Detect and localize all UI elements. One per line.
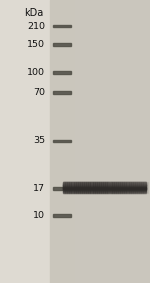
Bar [135,182,137,193]
Bar [50,0,150,283]
Text: 70: 70 [33,88,45,97]
Bar [53,140,70,142]
Bar [63,182,146,183]
Bar [146,182,148,193]
Bar [139,182,141,193]
Bar [74,182,76,193]
Bar [107,182,110,193]
Bar [53,71,70,74]
Bar [131,182,133,193]
Text: 210: 210 [27,22,45,31]
Text: 100: 100 [27,68,45,77]
Bar [63,190,146,191]
Bar [116,182,118,193]
Bar [105,182,107,193]
Bar [63,188,146,189]
Bar [67,182,69,193]
Bar [86,182,88,193]
Bar [76,182,78,193]
Bar [101,182,103,193]
Bar [63,187,146,188]
Bar [103,182,105,193]
Text: 150: 150 [27,40,45,49]
Bar [63,191,146,192]
Text: 35: 35 [33,136,45,145]
Bar [63,188,146,189]
Bar [63,192,146,193]
Bar [63,186,146,187]
Bar [63,182,65,193]
Bar [90,182,93,193]
Bar [69,182,71,193]
Bar [137,182,139,193]
Bar [63,187,146,188]
Bar [63,189,146,190]
Bar [133,182,135,193]
Bar [63,190,146,191]
Bar [53,25,70,27]
Bar [84,182,86,193]
Bar [53,187,70,190]
Bar [129,182,131,193]
Bar [112,182,114,193]
Text: kDa: kDa [24,8,44,18]
Bar [63,186,146,187]
Bar [63,182,146,183]
Bar [63,184,146,185]
Bar [53,43,70,46]
Text: 10: 10 [33,211,45,220]
Bar [63,181,146,182]
Text: 17: 17 [33,184,45,193]
Bar [53,91,70,94]
Bar [63,185,146,186]
Bar [95,182,97,193]
Bar [122,182,124,193]
Bar [118,182,120,193]
Bar [93,182,95,193]
Bar [97,182,99,193]
Bar [63,189,146,190]
Bar [80,182,82,193]
Bar [120,182,122,193]
Bar [99,182,101,193]
Bar [75,0,150,283]
Bar [53,214,70,217]
Bar [82,182,84,193]
Bar [110,182,112,193]
Bar [141,182,143,193]
Bar [63,183,146,184]
Bar [78,182,80,193]
Bar [114,182,116,193]
Bar [63,183,146,184]
Bar [88,182,90,193]
Bar [65,182,67,193]
Bar [63,192,146,193]
Bar [124,182,126,193]
Bar [143,182,146,193]
Bar [71,182,74,193]
Bar [126,182,129,193]
